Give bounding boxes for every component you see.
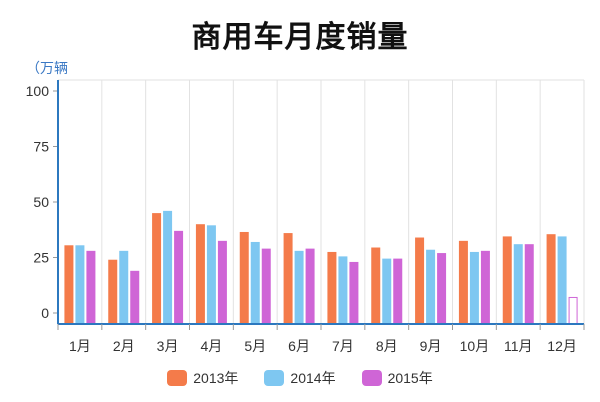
legend-label: 2015年 [387, 370, 433, 386]
bar [513, 244, 523, 324]
bar [557, 236, 567, 324]
bar [305, 248, 315, 324]
bar [327, 251, 337, 324]
bar [480, 250, 490, 324]
bar [163, 210, 173, 324]
bar [75, 245, 85, 324]
bar [119, 250, 129, 324]
x-tick-label: 2月 [113, 338, 135, 354]
y-tick-label: 0 [41, 305, 49, 321]
bar [108, 259, 118, 324]
legend-label: 2014年 [290, 370, 336, 386]
bar [469, 251, 479, 324]
legend-swatch [167, 370, 188, 386]
bar [283, 233, 293, 324]
x-tick-label: 7月 [332, 338, 354, 354]
legend-item-2015[interactable]: 2015年 [361, 368, 433, 388]
bar [250, 241, 260, 324]
bar [546, 234, 556, 324]
bar [195, 224, 205, 324]
bar [415, 237, 425, 324]
bar [349, 261, 359, 324]
y-tick-label: 25 [33, 250, 49, 266]
bar [338, 256, 348, 324]
x-tick-label: 10月 [460, 338, 490, 354]
bar [152, 213, 162, 324]
x-tick-label: 6月 [288, 338, 310, 354]
unit-label: （万辆 [26, 60, 68, 76]
bar [371, 247, 381, 324]
bar [568, 296, 578, 325]
bar [64, 245, 74, 324]
legend-swatch [361, 370, 382, 386]
bar [502, 236, 512, 324]
bar [524, 244, 534, 324]
legend-label: 2013年 [193, 370, 239, 386]
legend-item-2013[interactable]: 2013年 [167, 368, 238, 388]
legend: 2013年 2014年 2015年 [0, 368, 600, 388]
y-tick-label: 100 [26, 83, 50, 99]
legend-item-2014[interactable]: 2014年 [264, 368, 336, 388]
bar [382, 258, 392, 324]
bar [437, 253, 447, 324]
bar [130, 270, 140, 324]
bar [239, 231, 249, 324]
x-tick-label: 8月 [376, 338, 398, 354]
bar [217, 240, 227, 324]
legend-swatch [264, 370, 285, 386]
x-tick-label: 4月 [201, 338, 223, 354]
bar [174, 230, 184, 324]
x-tick-label: 3月 [157, 338, 179, 354]
bar [393, 258, 403, 324]
bar [206, 225, 216, 324]
bar [294, 250, 304, 324]
chart-title: 商用车月度销量 [191, 21, 409, 54]
bar [458, 240, 468, 324]
x-tick-label: 11月 [504, 338, 533, 354]
x-tick-label: 9月 [420, 338, 442, 354]
bar [426, 249, 436, 324]
x-tick-label: 1月 [69, 338, 91, 354]
y-tick-label: 75 [33, 139, 49, 155]
bar [261, 248, 271, 324]
y-tick-label: 50 [33, 194, 49, 210]
bar [86, 250, 96, 324]
x-tick-label: 5月 [244, 338, 266, 354]
x-tick-label: 12月 [547, 338, 577, 354]
